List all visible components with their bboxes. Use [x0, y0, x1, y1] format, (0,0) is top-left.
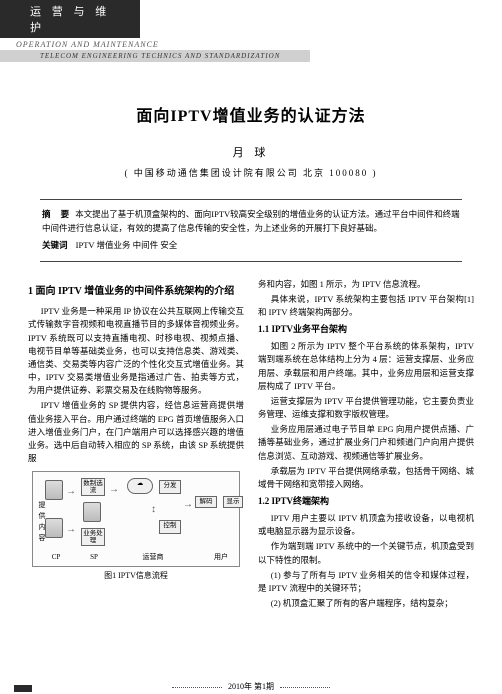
para: 具体来说，IPTV 系统架构主要包括 IPTV 平台架构[1]和 IPTV 终端…: [258, 293, 474, 319]
para: IPTV 业务是一种采用 IP 协议在公共互联网上传输交互式传输数字音视频和电视…: [28, 305, 244, 397]
figure-1-caption: 图1 IPTV信息流程: [28, 570, 244, 582]
server-icon: [83, 502, 101, 522]
paper-title: 面向IPTV增值业务的认证方法: [0, 102, 502, 126]
server-icon: [45, 518, 63, 538]
page-mark: [14, 685, 32, 692]
para: 作为端到端 IPTV 系统中的一个关键节点，机顶盒受到以下特性的限制。: [258, 540, 474, 566]
para: 如图 2 所示为 IPTV 整个平台系统的体系架构，IPTV 端到端系统在总体结…: [258, 340, 474, 393]
paper-affiliation: ( 中国移动通信集团设计院有限公司 北京 100080 ): [0, 166, 502, 179]
abstract-block: 摘 要 本文提出了基于机顶盒架构的、面向IPTV较高安全级别的增值业务的认证方法…: [40, 199, 462, 262]
section-1-heading: 1 面向 IPTV 增值业务的中间件系统架构的介绍: [28, 284, 244, 300]
right-column: 务和内容，如图 1 所示，为 IPTV 信息流程。 具体来说，IPTV 系统架构…: [258, 278, 474, 612]
figure-1: 数制选流 业务处理 ☁ 分发 控制 解码 显示 → → → → ↕ 提供内容 C…: [32, 471, 240, 567]
header-sub-journal: TELECOM ENGINEERING TECHNICS AND STANDAR…: [0, 50, 310, 62]
para: (1) 参与了所有与 IPTV 业务相关的信令和媒体过程，是 IPTV 流程中的…: [258, 569, 474, 595]
paper-author: 月 球: [0, 144, 502, 160]
node-cloud: ☁: [127, 478, 153, 494]
two-column-body: 1 面向 IPTV 增值业务的中间件系统架构的介绍 IPTV 业务是一种采用 I…: [28, 278, 474, 612]
para: IPTV 增值业务的 SP 提供内容，经信息运营商提供增值业务接入平台。用户通过…: [28, 399, 244, 465]
node-display: 显示: [223, 496, 243, 508]
para: 业务应用层通过电子节目单 EPG 向用户提供点播、广播等基础业务，通过扩展业务门…: [258, 423, 474, 463]
footer-issue: 2010年 第1期: [0, 681, 502, 692]
section-1-2-heading: 1.2 IPTV终端架构: [258, 495, 474, 509]
header-sub-en: OPERATION AND MAINTENANCE: [0, 38, 502, 50]
node-decode: 解码: [195, 496, 217, 508]
para: 承载层为 IPTV 平台提供网络承载，包括骨干网络、城域骨干网络和宽带接入网络。: [258, 465, 474, 491]
node-ctrl: 控制: [159, 520, 181, 534]
node-dist: 分发: [159, 480, 181, 494]
arrow-icon: →: [66, 522, 76, 538]
arrow-icon: ↕: [151, 502, 156, 518]
label-cp: CP: [47, 552, 65, 563]
label-provide: 提供内容: [37, 500, 47, 543]
abstract-text: 本文提出了基于机顶盒架构的、面向IPTV较高安全级别的增值业务的认证方法。通过平…: [42, 209, 460, 233]
abstract-label: 摘 要: [42, 209, 73, 219]
arrow-icon: →: [66, 484, 76, 500]
label-sp: SP: [85, 552, 103, 563]
label-op: 运营商: [137, 552, 169, 563]
arrow-icon: →: [109, 482, 119, 498]
keywords-label: 关键词: [42, 240, 68, 250]
node-biz: 业务处理: [81, 528, 105, 546]
section-1-1-heading: 1.1 IPTV业务平台架构: [258, 323, 474, 337]
label-user: 用户: [209, 552, 233, 563]
node-data: 数制选流: [81, 478, 105, 496]
server-icon: [45, 480, 63, 500]
para: 运营支撑层为 IPTV 平台提供管理功能，它主要负责业务管理、运维支撑和数字版权…: [258, 395, 474, 421]
para: (2) 机顶盒汇聚了所有的客户端程序，结构复杂；: [258, 597, 474, 610]
header-band: 运 营 与 维 护: [0, 0, 140, 38]
left-column: 1 面向 IPTV 增值业务的中间件系统架构的介绍 IPTV 业务是一种采用 I…: [28, 278, 244, 612]
para: 务和内容，如图 1 所示，为 IPTV 信息流程。: [258, 278, 474, 291]
keywords-text: IPTV 增值业务 中间件 安全: [76, 240, 178, 250]
arrow-icon: →: [183, 497, 193, 513]
para: IPTV 用户主要以 IPTV 机顶盒为接收设备，以电视机或电脑显示器为显示设备…: [258, 512, 474, 538]
